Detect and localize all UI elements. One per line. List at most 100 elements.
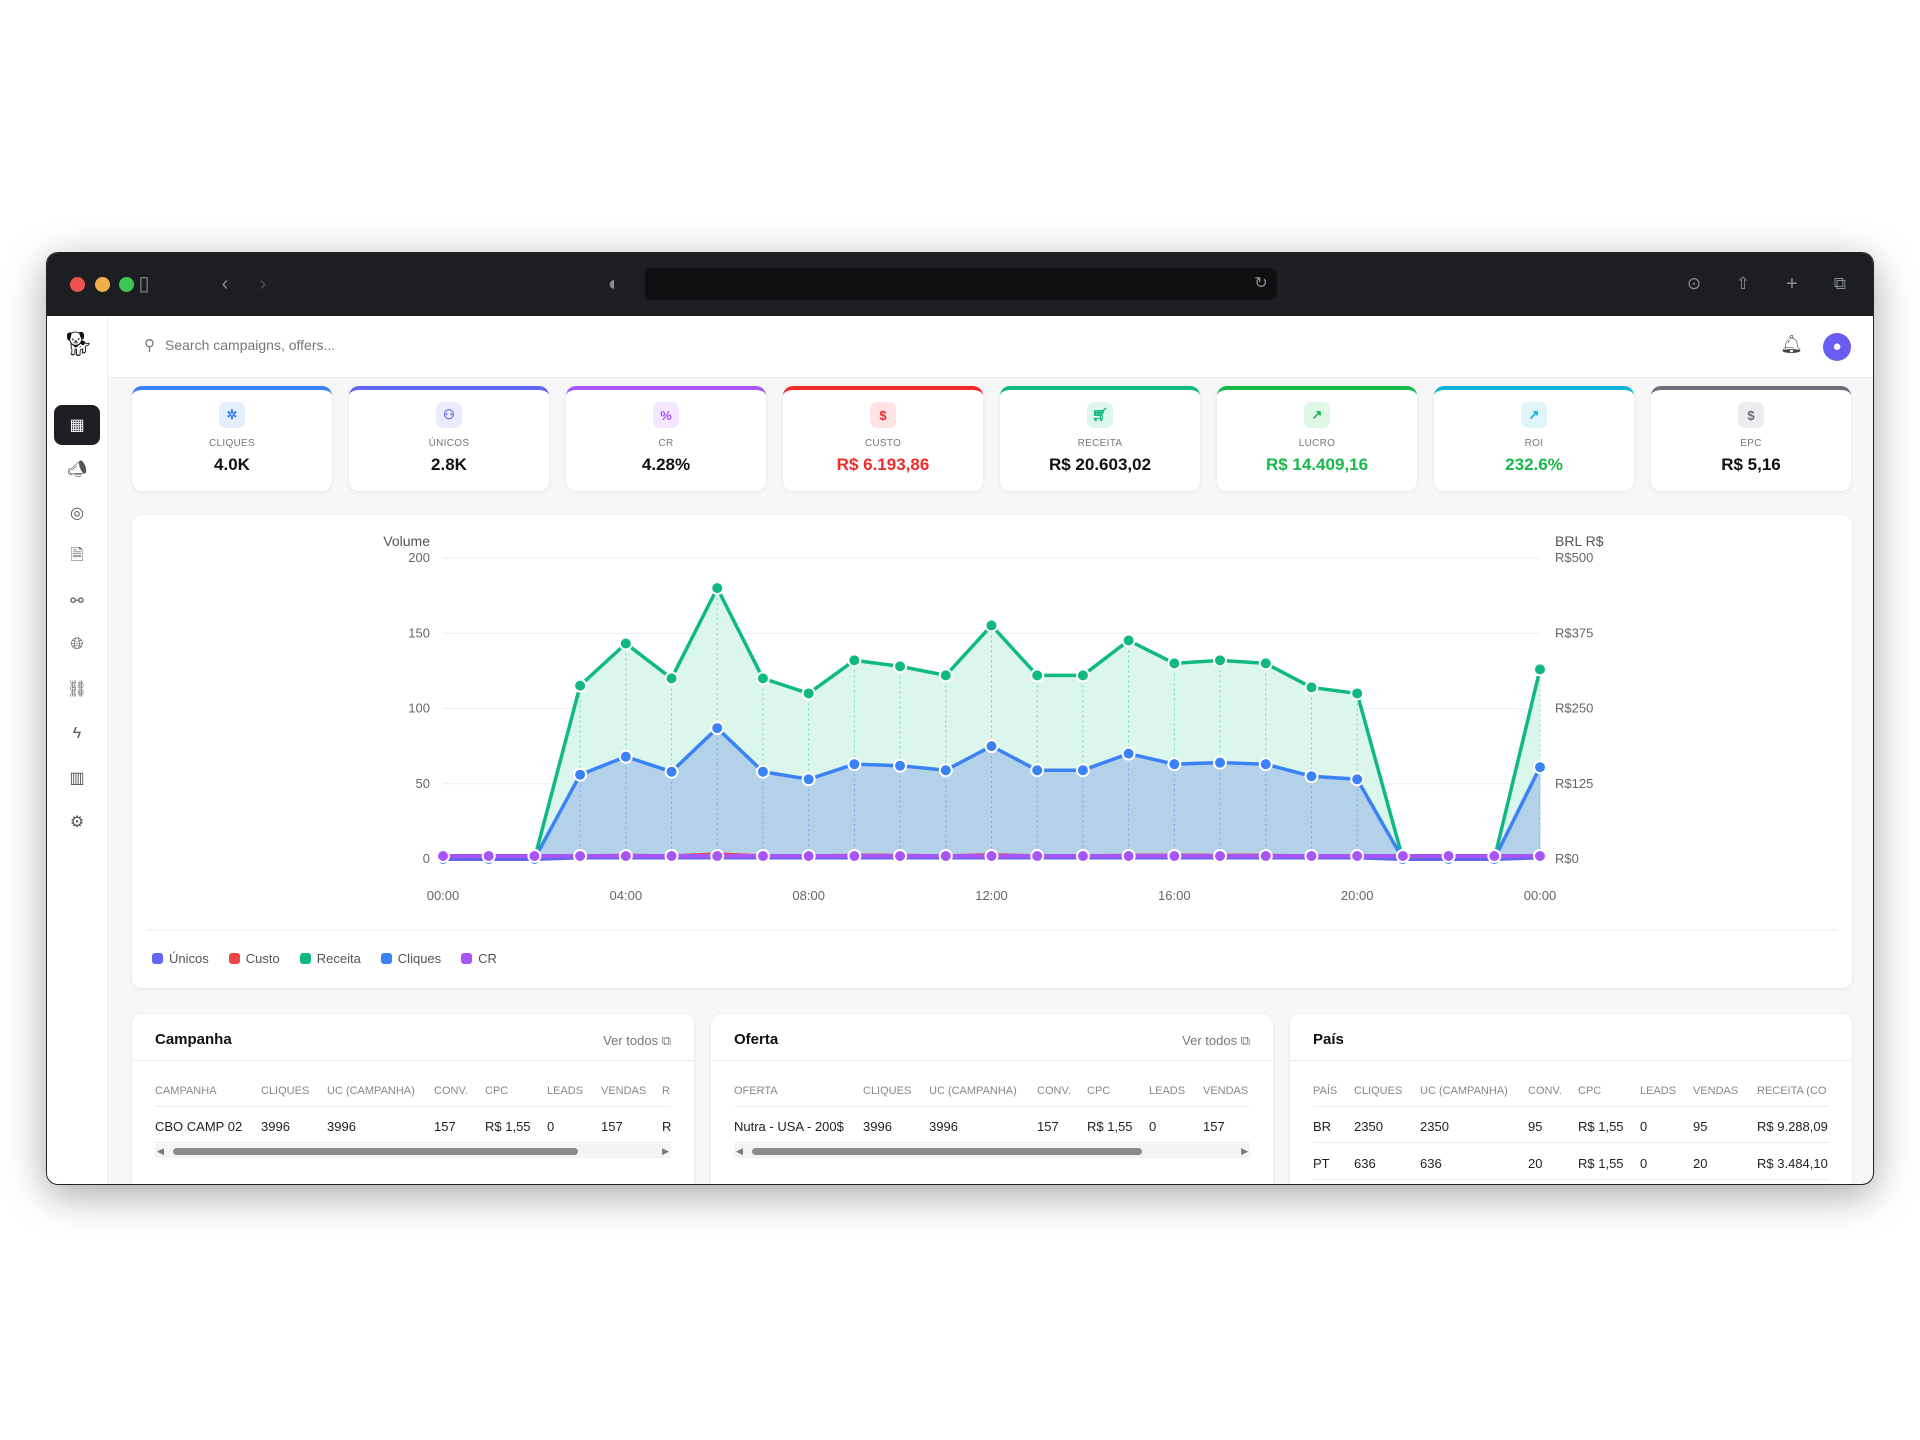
column-header[interactable]: CLIQUES xyxy=(1354,1085,1403,1097)
sidebar-item-links[interactable]: ⛓ xyxy=(54,669,100,709)
table-row[interactable]: BR 2350 2350 95 R$ 1,55 0 95 R$ 9.288,09 xyxy=(1313,1110,1829,1143)
data-point-cr xyxy=(436,848,450,863)
sidebar-item-campaigns[interactable]: 📣︎ xyxy=(54,449,100,489)
view-all-link[interactable]: Ver todos ⧉ xyxy=(1182,1033,1250,1048)
column-header[interactable]: CONV. xyxy=(1528,1085,1562,1097)
column-header[interactable]: LEADS xyxy=(1149,1085,1186,1097)
column-header[interactable]: CLIQUES xyxy=(261,1085,310,1097)
sidebar-toggle-icon[interactable]: ▯ xyxy=(138,273,150,295)
data-point-cr xyxy=(847,848,862,863)
column-header[interactable]: RECEITA (CO xyxy=(1757,1085,1827,1097)
horizontal-scrollbar[interactable]: ◀ ▶ xyxy=(734,1144,1250,1158)
column-header[interactable]: VENDAS xyxy=(1693,1085,1739,1097)
search-input[interactable]: Search campaigns, offers... xyxy=(165,337,336,353)
divider xyxy=(1290,1060,1852,1061)
search-bar[interactable]: ⚲ Search campaigns, offers... xyxy=(144,336,335,354)
legend-item-3[interactable]: Cliques xyxy=(380,951,441,966)
minimize-window-button[interactable] xyxy=(95,277,110,292)
table-cell: Nutra - USA - 200$ xyxy=(734,1119,844,1134)
share-icon[interactable]: ⇧ xyxy=(1735,274,1751,293)
sidebar-item-networks[interactable]: ⚯ xyxy=(54,581,100,621)
avatar[interactable]: ● xyxy=(1823,333,1851,361)
kpi-card-cr: % CR 4.28% xyxy=(566,386,766,491)
x-tick-label: 08:00 xyxy=(792,888,825,903)
table-row[interactable]: PT 636 636 20 R$ 1,55 0 20 R$ 3.484,10 xyxy=(1313,1145,1829,1180)
y-tick-label: 150 xyxy=(408,625,430,640)
data-point-cr xyxy=(1304,848,1319,863)
logo-dog-icon: 🐕︎ xyxy=(63,331,94,358)
data-point-cr xyxy=(801,848,816,863)
sidebar-item-reports[interactable]: ▥ xyxy=(54,758,100,798)
legend-item-2[interactable]: Receita xyxy=(299,951,361,966)
column-header[interactable]: CPC xyxy=(1578,1085,1602,1097)
data-point-cliques xyxy=(1533,760,1547,775)
maximize-window-button[interactable] xyxy=(119,277,134,292)
browser-titlebar: ▯ ‹ › ◐ ↻ ⊙ ⇧ + ⧉ xyxy=(47,253,1873,316)
close-window-button[interactable] xyxy=(70,277,85,292)
shield-icon[interactable]: ◐ xyxy=(607,273,621,295)
sidebar-item-automations[interactable]: ϟ xyxy=(54,714,100,754)
download-icon[interactable]: ⊙ xyxy=(1686,274,1702,293)
forward-icon[interactable]: › xyxy=(259,273,267,295)
column-header[interactable]: OFERTA xyxy=(734,1085,778,1097)
legend-item-1[interactable]: Custo xyxy=(228,951,280,966)
x-tick-label: 00:00 xyxy=(1524,888,1557,903)
kpi-card-custo: $ CUSTO R$ 6.193,86 xyxy=(783,386,983,491)
address-bar[interactable] xyxy=(645,268,1277,300)
data-point-cliques xyxy=(801,772,816,787)
kpi-value: 2.8K xyxy=(431,455,467,474)
kpi-label: LUCRO xyxy=(1298,438,1336,449)
table-row[interactable]: Nutra - USA - 200$ 3996 3996 157 R$ 1,55 0 157 xyxy=(734,1110,1250,1143)
table-cell: 0 xyxy=(547,1119,555,1134)
sidebar-item-countries[interactable]: 🌐︎ xyxy=(54,625,100,665)
countries-icon: 🌐︎ xyxy=(70,636,84,653)
networks-icon: ⚯ xyxy=(70,593,84,610)
sidebar-item-targets[interactable]: ◎ xyxy=(54,493,100,533)
dollar-icon: $ xyxy=(1738,402,1764,428)
column-header[interactable]: CAMPANHA xyxy=(155,1085,217,1097)
column-header[interactable]: CONV. xyxy=(434,1085,468,1097)
trending-up-icon: ↗ xyxy=(1304,402,1330,428)
column-header[interactable]: VENDAS xyxy=(601,1085,647,1097)
table-header-row: PAÍS CLIQUES UC (CAMPANHA) CONV. CPC LEADS VEN… xyxy=(1313,1077,1829,1107)
table-row[interactable]: CBO CAMP 02 3996 3996 157 R$ 1,55 0 157 R xyxy=(155,1110,671,1143)
column-header[interactable]: LEADS xyxy=(1640,1085,1677,1097)
legend-item-0[interactable]: Únicos xyxy=(152,951,209,966)
kpi-card-lucro: ↗ LUCRO R$ 14.409,16 xyxy=(1217,386,1417,491)
back-icon[interactable]: ‹ xyxy=(221,273,229,295)
column-header[interactable]: CPC xyxy=(485,1085,509,1097)
bell-icon[interactable]: 🔔︎ xyxy=(1780,334,1803,354)
tabs-icon[interactable]: ⧉ xyxy=(1833,274,1847,293)
sidebar-item-dashboard[interactable]: ▦ xyxy=(54,405,100,445)
data-point-receita xyxy=(847,653,862,668)
column-header[interactable]: VENDAS xyxy=(1203,1085,1249,1097)
horizontal-scrollbar[interactable]: ◀ ▶ xyxy=(155,1144,671,1158)
browser-window: ▯ ‹ › ◐ ↻ ⊙ ⇧ + ⧉ 🐕︎ ▦ 📣︎ ◎ 🗎 ⚯ 🌐︎ ⛓ ϟ ▥ ⚙ ▯ ⚲ Se… xyxy=(46,252,1874,1185)
column-header[interactable]: CPC xyxy=(1087,1085,1111,1097)
view-all-link[interactable]: Ver todos ⧉ xyxy=(603,1033,671,1048)
new-tab-icon[interactable]: + xyxy=(1786,273,1798,295)
sidebar-item-settings[interactable]: ⚙ xyxy=(54,802,100,842)
column-header[interactable]: CLIQUES xyxy=(863,1085,912,1097)
column-header[interactable]: UC (CAMPANHA) xyxy=(327,1085,415,1097)
column-header[interactable]: LEADS xyxy=(547,1085,584,1097)
table-cell: 0 xyxy=(1640,1156,1648,1171)
column-header[interactable]: PAÍS xyxy=(1313,1085,1338,1097)
y-tick-label: 200 xyxy=(408,550,430,565)
data-point-cliques xyxy=(618,749,633,764)
reload-icon[interactable]: ↻ xyxy=(1254,275,1268,292)
targets-icon: ◎ xyxy=(70,505,84,522)
y2-tick-label: R$125 xyxy=(1555,776,1593,791)
scrollbar-thumb[interactable] xyxy=(752,1148,1142,1155)
data-point-cr xyxy=(755,848,770,863)
column-header[interactable]: UC (CAMPANHA) xyxy=(1420,1085,1508,1097)
kpi-card-receita: 🛒︎ RECEITA R$ 20.603,02 xyxy=(1000,386,1200,491)
column-header[interactable]: UC (CAMPANHA) xyxy=(929,1085,1017,1097)
table-cell: 0 xyxy=(1640,1119,1648,1134)
kpi-label: CLIQUES xyxy=(208,438,255,449)
legend-item-4[interactable]: CR xyxy=(461,951,497,966)
column-header[interactable]: R xyxy=(662,1085,670,1097)
column-header[interactable]: CONV. xyxy=(1037,1085,1071,1097)
sidebar-item-offers[interactable]: 🗎 xyxy=(54,537,100,577)
scrollbar-thumb[interactable] xyxy=(173,1148,578,1155)
